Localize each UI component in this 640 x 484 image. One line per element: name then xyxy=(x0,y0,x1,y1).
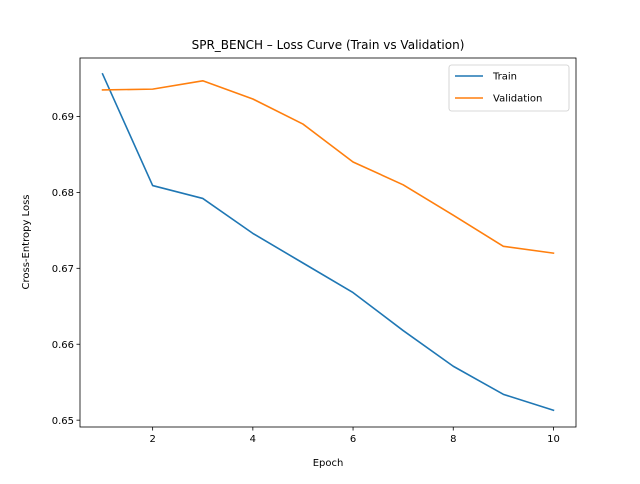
axes-frame xyxy=(79,57,577,428)
x-tick-label-2: 2 xyxy=(149,434,155,445)
data-point-validation-10 xyxy=(553,252,555,254)
data-point-validation-2 xyxy=(152,88,154,90)
data-point-train-6 xyxy=(352,292,354,294)
data-point-train-9 xyxy=(503,394,505,396)
data-point-validation-7 xyxy=(402,184,404,186)
y-axis-label: Cross-Entropy Loss xyxy=(21,195,32,290)
y-tick-label-0.68: 0.68 xyxy=(52,188,74,199)
data-point-train-7 xyxy=(402,330,404,332)
plot-area: 2 4 6 8 10 0.65 0.66 0.67 0.68 0.69 xyxy=(52,57,577,445)
x-tick-label-6: 6 xyxy=(350,434,356,445)
data-point-validation-1 xyxy=(102,89,104,91)
data-point-validation-4 xyxy=(252,98,254,100)
y-tick-label-0.67: 0.67 xyxy=(52,264,74,275)
legend-label-validation: Validation xyxy=(493,94,542,105)
y-tick-label-0.69: 0.69 xyxy=(52,112,74,123)
legend: Train Validation xyxy=(448,64,570,112)
x-tick-label-4: 4 xyxy=(250,434,256,445)
data-point-train-2 xyxy=(152,185,154,187)
data-point-validation-8 xyxy=(452,214,454,216)
x-tick-label-10: 10 xyxy=(547,434,560,445)
data-point-train-4 xyxy=(252,233,254,235)
data-point-validation-6 xyxy=(352,161,354,163)
x-tick-label-8: 8 xyxy=(450,434,456,445)
data-point-validation-5 xyxy=(302,123,304,125)
data-point-train-10 xyxy=(553,410,555,412)
data-point-validation-3 xyxy=(202,80,204,82)
chart-title: SPR_BENCH – Loss Curve (Train vs Validat… xyxy=(192,38,465,52)
data-point-train-5 xyxy=(302,262,304,264)
data-point-train-3 xyxy=(202,198,204,200)
data-point-train-8 xyxy=(452,365,454,367)
series-line-validation xyxy=(101,79,555,255)
legend-label-train: Train xyxy=(492,72,517,83)
series-line-train xyxy=(101,72,555,412)
x-axis-label: Epoch xyxy=(313,458,344,469)
y-tick-label-0.65: 0.65 xyxy=(52,416,74,427)
data-point-train-1 xyxy=(102,73,104,75)
data-point-validation-9 xyxy=(503,246,505,248)
y-tick-label-0.66: 0.66 xyxy=(52,340,74,351)
